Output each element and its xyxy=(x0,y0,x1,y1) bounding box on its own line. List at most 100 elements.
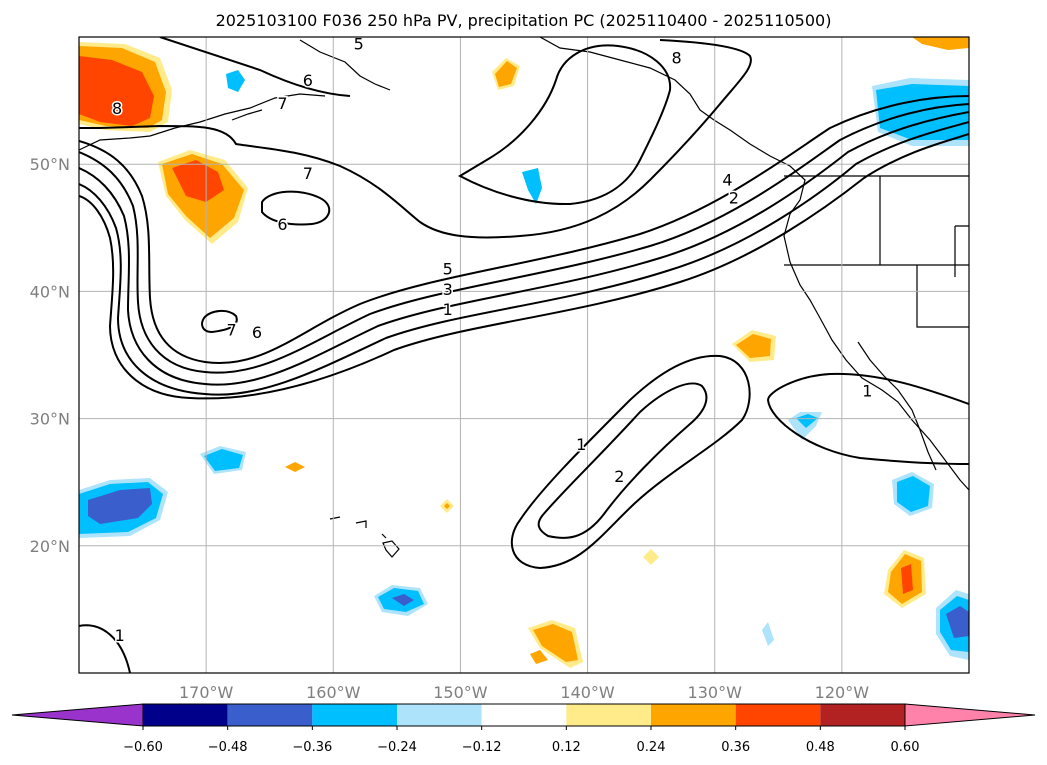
ocean-background xyxy=(79,37,969,673)
x-tick-label: 130°W xyxy=(688,683,743,702)
colorbar: −0.60 −0.48 −0.36 −0.24 −0.12 0.12 0.24 0.36 0.4… xyxy=(11,703,1036,755)
map-frame xyxy=(78,36,970,674)
precip-area xyxy=(796,414,818,428)
y-tick-label: 20°N xyxy=(30,537,70,556)
pv-contour-label: 6 xyxy=(252,323,262,342)
colorbar-tick-label: 0.12 xyxy=(552,740,581,755)
state-border xyxy=(784,175,969,328)
pv-contour-label: 1 xyxy=(443,300,453,319)
pv-contour-label: 5 xyxy=(443,260,453,279)
precip-area xyxy=(226,70,245,92)
colorbar-tick-label: 0.48 xyxy=(806,740,835,755)
colorbar-segment xyxy=(735,704,821,726)
y-axis-ticks: 50°N 40°N 30°N 20°N xyxy=(30,155,70,556)
x-axis-ticks: 170°W 160°W 150°W 140°W 130°W 120°W xyxy=(179,683,869,702)
pv-contour xyxy=(79,111,969,386)
precip-area xyxy=(530,650,548,664)
pv-contour-label: 5 xyxy=(354,34,364,53)
island xyxy=(329,516,400,558)
pv-contour-label: 4 xyxy=(722,170,732,189)
precip-area xyxy=(495,61,517,87)
y-tick-label: 40°N xyxy=(30,282,70,301)
precip-area xyxy=(444,503,450,509)
pv-contour xyxy=(79,133,969,400)
colorbar-tick-label: 0.36 xyxy=(721,740,750,755)
coastline xyxy=(299,39,391,91)
chart-title: 2025103100 F036 250 hPa PV, precipitatio… xyxy=(216,11,832,30)
pv-contour xyxy=(261,190,331,226)
pv-contour xyxy=(79,39,752,239)
colorbar-segment xyxy=(227,704,313,726)
pv-contour-label: 8 xyxy=(112,99,122,118)
colorbar-extend-max xyxy=(904,703,1036,727)
precip-area xyxy=(901,564,913,594)
pv-contour xyxy=(766,372,969,465)
precip-area xyxy=(533,624,578,662)
pv-contour xyxy=(79,103,969,374)
coastline xyxy=(539,37,969,491)
pv-contour xyxy=(79,121,969,396)
coastline xyxy=(857,341,937,471)
y-tick-label: 50°N xyxy=(30,155,70,174)
x-tick-label: 120°W xyxy=(815,683,870,702)
pv-contour xyxy=(159,37,351,97)
colorbar-segment xyxy=(566,704,651,726)
colorbar-segment xyxy=(651,704,736,726)
pv-contour xyxy=(79,624,131,673)
colorbar-tick-label: −0.24 xyxy=(377,740,417,755)
precip-area xyxy=(88,488,152,524)
precip-area xyxy=(643,549,659,565)
pv-contour-label: 1 xyxy=(576,435,586,454)
x-tick-label: 150°W xyxy=(433,683,488,702)
pv-contour-label: 7 xyxy=(226,321,236,340)
pv-contour xyxy=(79,95,969,365)
colorbar-tick-label: −0.36 xyxy=(292,740,332,755)
precip-area xyxy=(762,622,774,646)
colorbar-tick-label: −0.12 xyxy=(462,740,502,755)
colorbar-tick-label: 0.60 xyxy=(891,740,920,755)
colorbar-extend-min xyxy=(11,703,144,727)
x-tick-label: 170°W xyxy=(179,683,234,702)
pv-contour-layer xyxy=(79,37,969,673)
pv-contour-label: 2 xyxy=(614,467,624,486)
pv-contour-label: 7 xyxy=(303,164,313,183)
pv-contour xyxy=(537,382,708,539)
pv-contour-label: 1 xyxy=(115,626,125,645)
precip-area xyxy=(204,449,243,471)
precip-area xyxy=(897,476,930,512)
pv-contour-label: 3 xyxy=(443,280,453,299)
colorbar-segment xyxy=(143,704,228,726)
x-tick-label: 160°W xyxy=(306,683,361,702)
y-tick-label: 30°N xyxy=(30,410,70,429)
precip-area xyxy=(736,334,771,358)
pv-contour-label: 2 xyxy=(729,188,739,207)
coastline xyxy=(79,93,326,151)
colorbar-segment xyxy=(312,704,397,726)
pv-contour-label: 6 xyxy=(277,215,287,234)
pv-contour-label: 6 xyxy=(303,71,313,90)
colorbar-segment xyxy=(397,704,482,726)
precip-area xyxy=(876,84,969,140)
pv-contour xyxy=(457,44,672,206)
colorbar-tick-label: 0.24 xyxy=(637,740,666,755)
colorbar-tick-label: −0.48 xyxy=(208,740,248,755)
precip-area xyxy=(172,160,224,202)
precip-area xyxy=(392,594,414,606)
precip-area xyxy=(912,37,969,50)
pv-contour-label: 8 xyxy=(671,48,681,67)
x-tick-label: 140°W xyxy=(560,683,615,702)
precip-area xyxy=(522,168,542,204)
precip-area xyxy=(285,462,305,472)
pv-contour xyxy=(201,310,238,334)
island xyxy=(231,109,263,121)
colorbar-frame xyxy=(142,703,906,727)
precip-area xyxy=(79,56,154,126)
precip-area xyxy=(946,606,969,638)
colorbar-segment xyxy=(820,704,905,726)
pv-contour xyxy=(510,354,751,570)
coastline-layer xyxy=(79,37,969,558)
pv-contour-label: 1 xyxy=(862,382,872,401)
